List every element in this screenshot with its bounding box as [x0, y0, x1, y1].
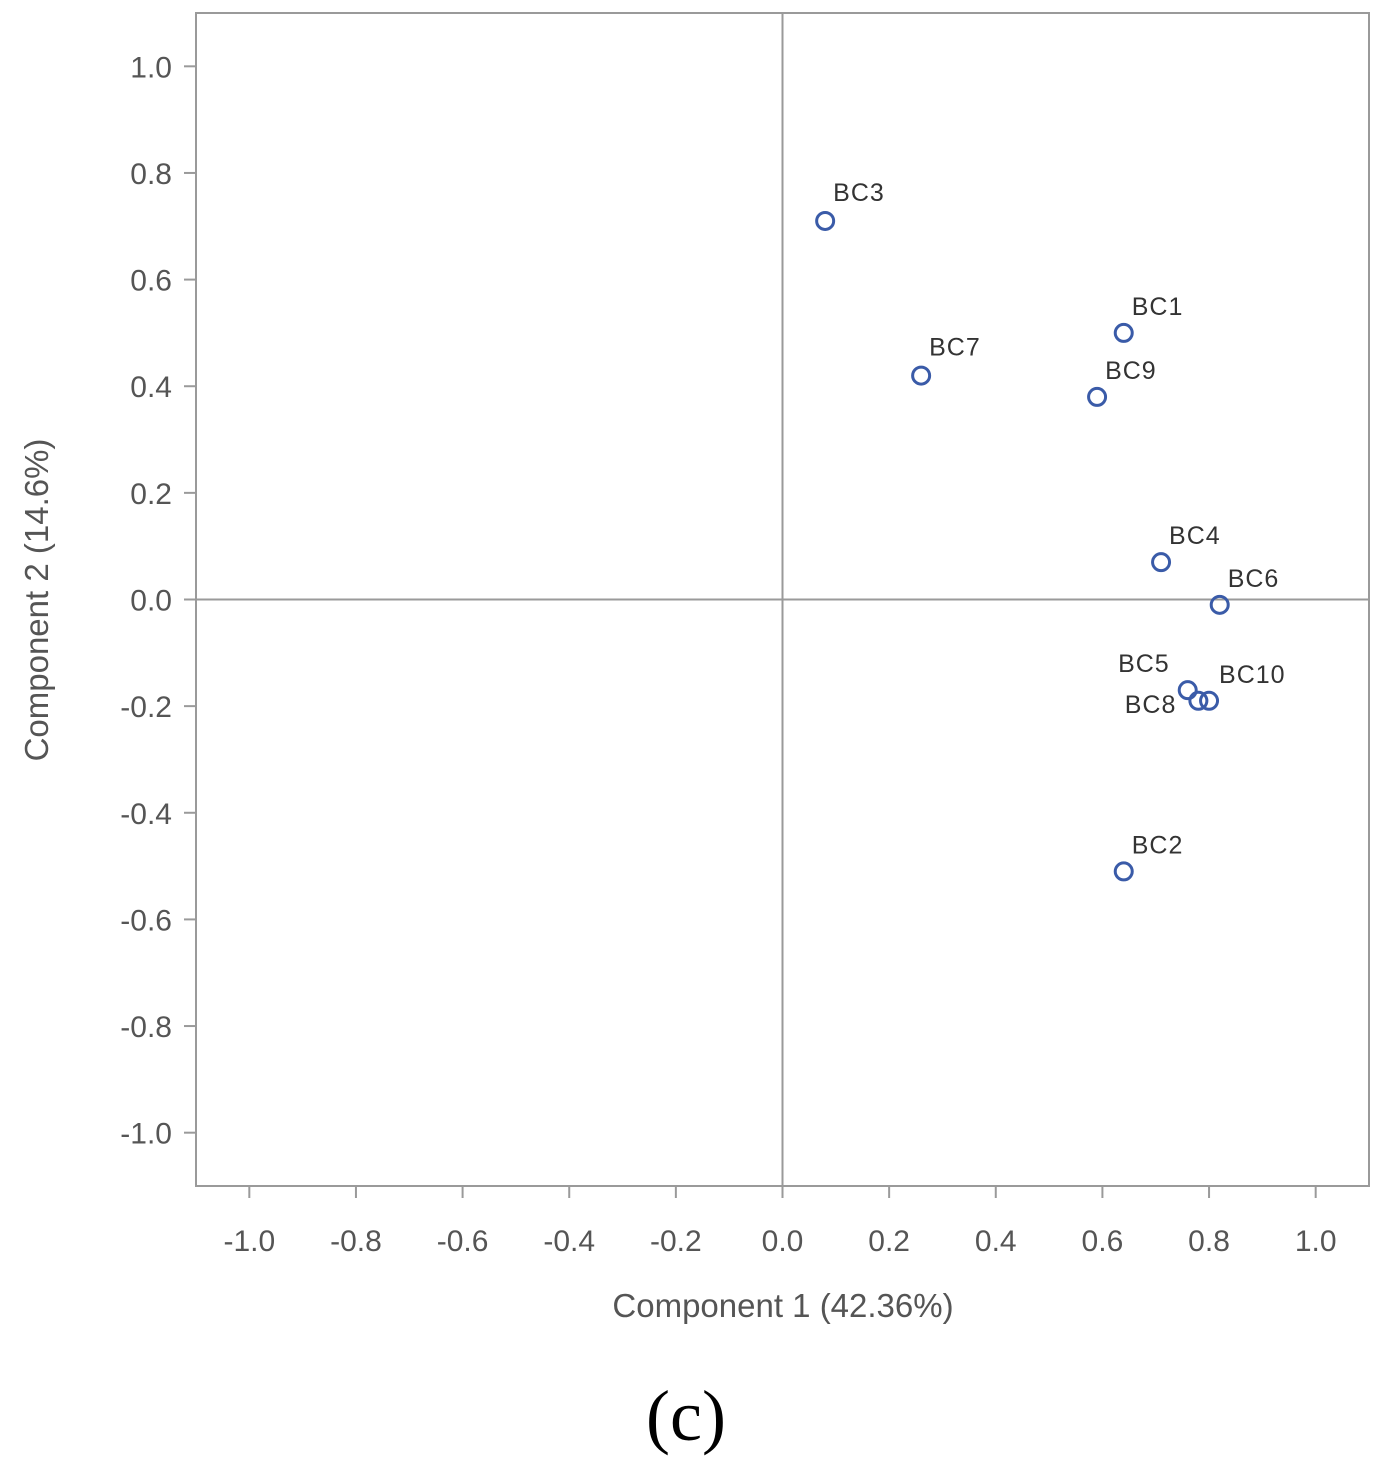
x-tick-label: 0.0 — [762, 1225, 804, 1258]
point-label-bc9: BC9 — [1105, 357, 1157, 385]
x-tick-label: -0.2 — [650, 1225, 702, 1258]
y-axis-title: Component 2 (14.6%) — [18, 439, 55, 762]
point-marker-bc7 — [911, 365, 932, 386]
point-label-bc6: BC6 — [1228, 565, 1280, 593]
point-label-bc4: BC4 — [1169, 522, 1221, 550]
point-label-bc5: BC5 — [1118, 650, 1170, 678]
point-marker-bc4 — [1151, 552, 1172, 573]
point-label-bc8: BC8 — [1125, 691, 1177, 719]
x-tick-label: 0.6 — [1082, 1225, 1124, 1258]
y-tick-label: -0.4 — [120, 798, 172, 831]
x-tick-label: 0.2 — [868, 1225, 910, 1258]
y-tick-label: 0.2 — [130, 478, 172, 511]
point-label-bc7: BC7 — [929, 334, 981, 362]
point-marker-bc6 — [1209, 594, 1230, 615]
y-tick-label: 0.8 — [130, 158, 172, 191]
y-tick-label: -0.8 — [120, 1011, 172, 1044]
point-label-bc10: BC10 — [1219, 661, 1286, 689]
data-points: BC1 BC2 BC3 BC4 BC5 BC6 BC7 BC8 BC9 BC10 — [815, 179, 1286, 882]
x-tick-label: 0.8 — [1188, 1225, 1230, 1258]
point-marker-bc10 — [1199, 690, 1220, 711]
x-tick-label: -0.8 — [330, 1225, 382, 1258]
point-marker-bc5 — [1177, 680, 1198, 701]
panel-label: (c) — [646, 1376, 726, 1456]
point-label-bc3: BC3 — [833, 179, 885, 207]
point-marker-bc1 — [1113, 322, 1134, 343]
point-marker-bc8 — [1188, 690, 1209, 711]
point-marker-bc2 — [1113, 861, 1134, 882]
y-tick-label: 1.0 — [130, 51, 172, 84]
y-tick-label: -0.6 — [120, 904, 172, 937]
x-tick-label: -0.4 — [543, 1225, 595, 1258]
reference-lines — [196, 13, 1369, 1186]
point-marker-bc3 — [815, 210, 836, 231]
y-axis-ticks: 1.0 0.8 0.6 0.4 0.2 0.0 -0.2 -0.4 -0.6 -0.8 -1.0 — [120, 51, 196, 1151]
x-tick-label: 1.0 — [1295, 1225, 1337, 1258]
y-tick-label: -1.0 — [120, 1118, 172, 1151]
y-tick-label: 0.4 — [130, 371, 172, 404]
x-axis-ticks: -1.0 -0.8 -0.6 -0.4 -0.2 0.0 0.2 0.4 0.6 0.8 1.0 — [223, 1186, 1337, 1258]
point-marker-bc9 — [1087, 386, 1108, 407]
y-tick-label: 0.6 — [130, 265, 172, 298]
x-axis-title: Component 1 (42.36%) — [612, 1287, 953, 1324]
x-tick-label: 0.4 — [975, 1225, 1017, 1258]
y-tick-label: 0.0 — [130, 585, 172, 618]
x-tick-label: -1.0 — [223, 1225, 275, 1258]
point-label-bc1: BC1 — [1132, 293, 1184, 321]
point-label-bc2: BC2 — [1132, 831, 1184, 859]
x-tick-label: -0.6 — [437, 1225, 489, 1258]
y-tick-label: -0.2 — [120, 691, 172, 724]
